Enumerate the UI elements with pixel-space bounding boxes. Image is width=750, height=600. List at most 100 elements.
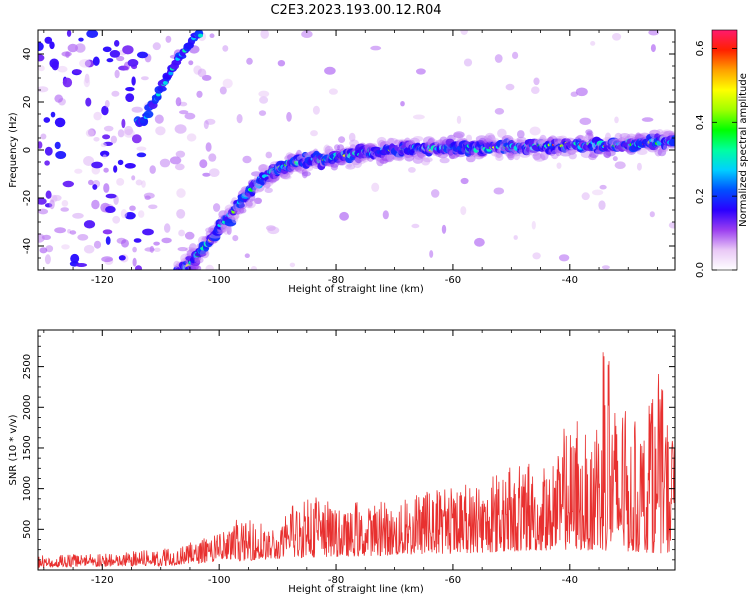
spectrogram-blob [135,179,143,186]
spectrogram-blob [178,229,186,237]
snr-xtick-label: -120 [91,575,114,586]
spectrogram-blob [245,198,256,209]
spectrogram-blob [586,130,594,137]
spectrogram-blob [416,68,426,75]
spectrogram-xtick-label: -120 [91,275,114,286]
spectrogram-blob [83,220,96,229]
colorbar-ticks: 0.0 0.2 0.4 0.6 [695,41,737,278]
spectrogram-blob [129,205,136,211]
snr-frame [37,329,676,571]
spectrogram-blob [109,50,121,58]
spectrogram-blob [439,157,450,164]
spectrogram-blob [226,226,232,235]
snr-xtick-label: -100 [208,575,231,586]
spectrogram-blob [661,129,673,136]
spectrogram-blob [75,43,86,53]
spectrogram-ytick-label: 0 [22,147,33,153]
spectrogram-blob [174,163,185,171]
spectrogram-blob [328,88,338,95]
colorbar-tick-label: 0.4 [695,114,706,130]
spectrogram-blob [570,91,578,97]
spectrogram-blob [334,144,340,151]
spectrogram-blob [619,133,631,139]
spectrogram-blob [603,150,612,159]
spectrogram-blob [112,215,121,224]
spectrogram-blob [208,153,217,162]
spectrogram-blob [114,40,120,47]
spectrogram-blob [184,112,196,120]
spectrogram-blob [179,270,185,274]
spectrogram-blob [388,137,398,145]
spectrogram-blob [38,197,47,205]
spectrogram-blob [590,41,596,46]
spectrogram-blob [120,209,128,219]
spectrogram-blob [487,134,496,145]
spectrogram-blob [529,126,541,136]
spectrogram-blob [222,78,233,89]
spectrogram-ytick-label: -40 [22,238,33,254]
spectrogram-blob [601,265,610,270]
spectrogram-blob [135,265,142,270]
spectrogram-blob [550,149,559,160]
spectrogram-blob [264,182,271,189]
spectrogram-blob [131,76,136,86]
spectrogram-blob [136,51,149,59]
spectrogram-blob [376,136,387,147]
spectrogram-blob [259,96,269,104]
spectrogram-blob [179,101,188,107]
spectrogram-blob [507,152,515,161]
spectrogram-blob [72,69,83,74]
spectrogram-blob [250,266,257,270]
spectrogram-blob [136,152,147,158]
spectrogram-blob [54,227,66,234]
spectrogram-blob [174,124,187,134]
spectrogram-blob [591,189,604,196]
spectrogram-blob [85,129,95,138]
colorbar-tick-label: 0.6 [695,41,706,57]
snr-series-line [38,352,675,569]
spectrogram-blob [650,44,656,53]
spectrogram-blob [105,206,116,213]
spectrogram-blob [286,111,292,122]
spectrogram-blob [301,168,308,179]
spectrogram-blob [105,193,117,199]
spectrogram-blob [441,224,447,234]
spectrogram-blob [245,201,253,209]
spectrogram-blob [463,58,473,67]
spectrogram-blob [142,228,154,236]
spectrogram-blob [199,159,208,169]
spectrogram-blob [495,154,504,161]
spectrogram-blob [475,135,488,143]
spectrogram-blob [654,146,662,157]
spectrogram-blob [579,117,592,126]
spectrogram-blob [664,130,675,136]
spectrogram-blob [136,146,147,151]
spectrogram-blob [310,130,318,137]
spectrogram-blob [657,148,667,157]
spectrogram-blob [539,134,547,144]
spectrogram-blob [57,65,68,73]
spectrogram-blob [648,30,660,36]
spectrogram-blob [54,141,61,150]
spectrogram-blob [69,230,77,235]
spectrogram-blob [209,33,215,38]
spectrogram-blob [83,244,95,254]
spectrogram-blob [52,194,62,202]
spectrogram-blob [144,247,155,252]
spectrogram-blob [106,58,114,63]
spectrogram-blob [302,171,311,177]
spectrogram-blob [86,30,99,38]
spectrogram-blob [474,237,485,247]
spectrogram-blob [517,130,525,139]
spectrogram-blob [663,143,669,152]
spectrogram-blob [312,105,320,115]
spectrogram-blob [384,152,395,163]
spectrogram-blob [232,235,239,242]
spectrogram-blob [38,65,45,72]
spectrogram-blob [132,246,137,253]
spectrogram-blob [511,51,519,60]
colorbar-frame [711,29,738,271]
spectrogram-blob [277,60,286,67]
spectrogram-blob [114,69,120,79]
spectrogram-xtick-label: -100 [208,275,231,286]
